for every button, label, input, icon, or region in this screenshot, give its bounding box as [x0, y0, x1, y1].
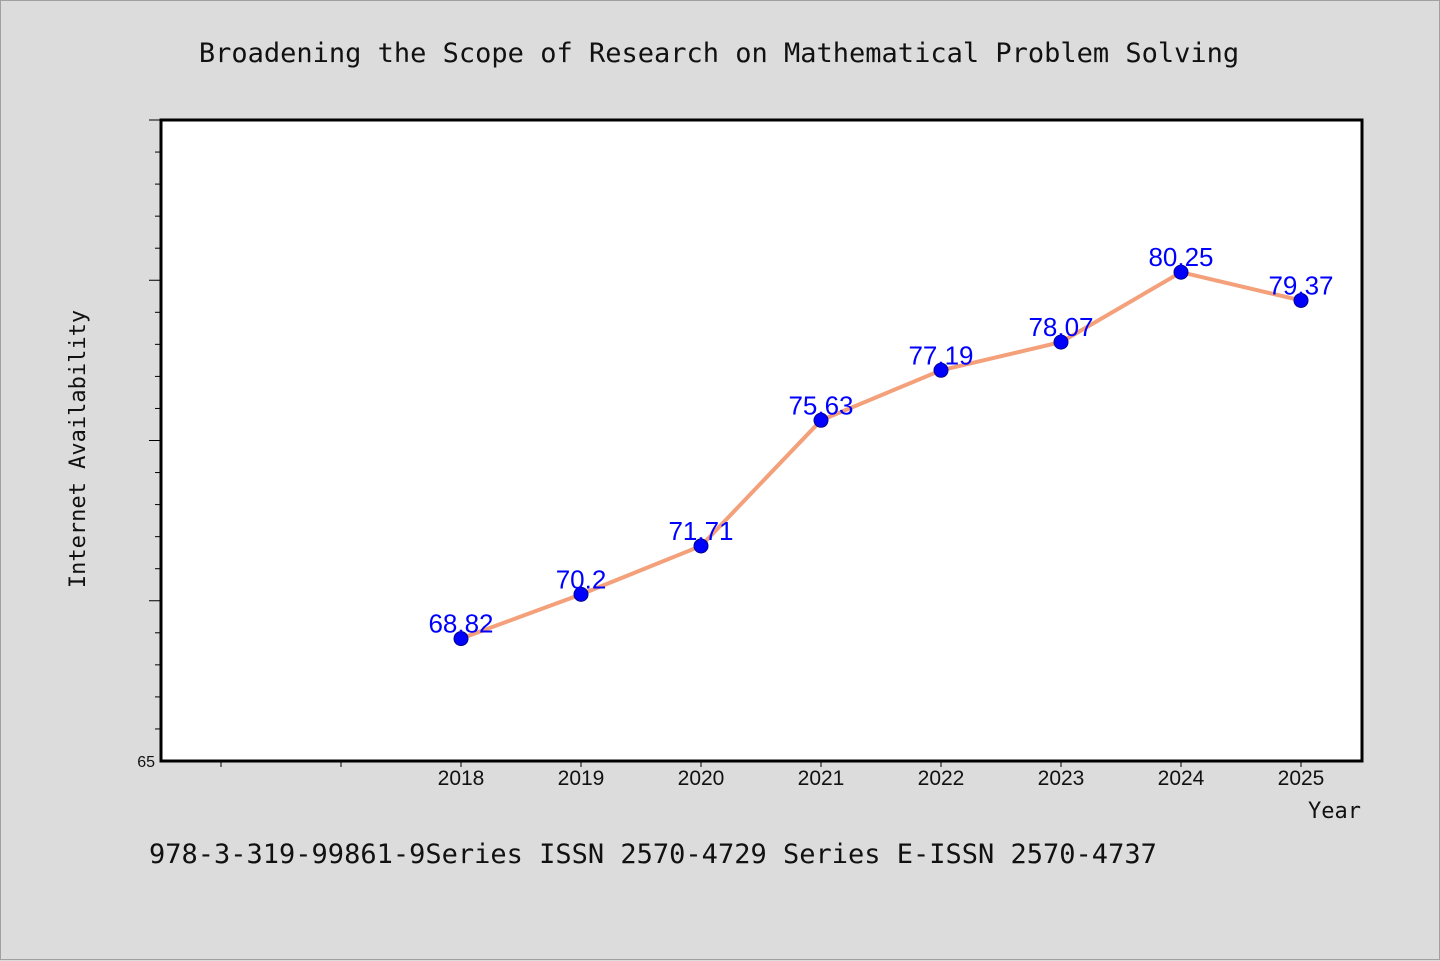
data-label: 71.71 [668, 516, 733, 546]
data-label: 77.19 [908, 340, 973, 370]
chart-title: Broadening the Scope of Research on Math… [199, 38, 1239, 69]
x-tick-label: 2021 [798, 767, 845, 790]
x-tick-label: 2022 [918, 767, 965, 790]
data-point [693, 538, 709, 554]
series-layer: 68.82 70.2 71.71 75.63 77.19 78.07 80.25 79.37 [428, 242, 1334, 647]
y-axis-ticks: 65 [137, 119, 161, 771]
data-point [1173, 264, 1189, 280]
x-tick-label: 2025 [1278, 767, 1325, 790]
x-tick-label: 2024 [1158, 767, 1205, 790]
data-point [1053, 334, 1069, 350]
data-point [1293, 292, 1309, 308]
data-label: 79.37 [1268, 270, 1333, 300]
data-point [453, 631, 469, 647]
data-point [933, 362, 949, 378]
x-axis-title: Year [1308, 799, 1361, 824]
data-label: 80.25 [1148, 242, 1213, 272]
x-tick-label: 2019 [558, 767, 605, 790]
data-label: 70.2 [556, 564, 607, 594]
data-point [573, 586, 589, 602]
plot-area [159, 118, 1364, 763]
y-tick-label: 65 [137, 754, 155, 771]
data-point [813, 412, 829, 428]
data-label: 78.07 [1028, 312, 1093, 342]
data-label: 68.82 [428, 609, 493, 639]
y-axis-title: Internet Availability [66, 310, 91, 588]
x-tick-label: 2023 [1038, 767, 1085, 790]
footer-isbn: 978-3-319-99861-9Series ISSN 2570-4729 S… [149, 839, 1157, 870]
x-axis-ticks: 2018 2019 2020 2021 2022 2023 2024 2025 [220, 761, 1325, 790]
x-tick-label: 2018 [438, 767, 485, 790]
data-label: 75.63 [788, 390, 853, 420]
series-line [460, 270, 1302, 641]
x-tick-label: 2020 [678, 767, 725, 790]
